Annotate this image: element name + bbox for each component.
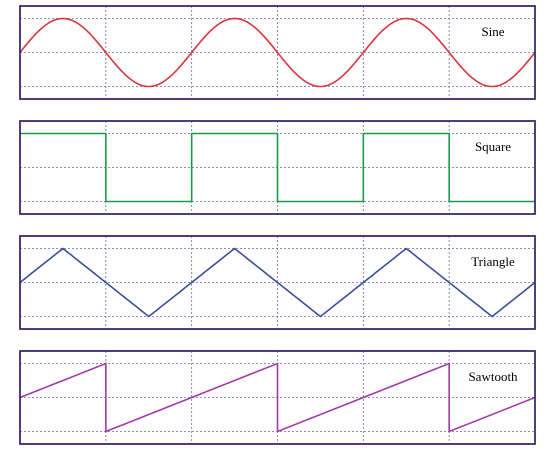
square-waveform [20, 132, 535, 203]
sawtooth-waveform [19, 362, 536, 433]
square-label: Square [475, 139, 511, 154]
triangle-label: Triangle [471, 254, 515, 269]
sine-panel-frame [19, 5, 536, 100]
triangle-panel-frame [19, 235, 536, 330]
sine-label: Sine [481, 24, 504, 39]
sawtooth-panel-frame [19, 350, 536, 445]
square-panel-frame [19, 120, 536, 215]
sawtooth-label: Sawtooth [468, 369, 518, 384]
triangle-waveform [19, 247, 536, 318]
sine-waveform [19, 17, 536, 88]
